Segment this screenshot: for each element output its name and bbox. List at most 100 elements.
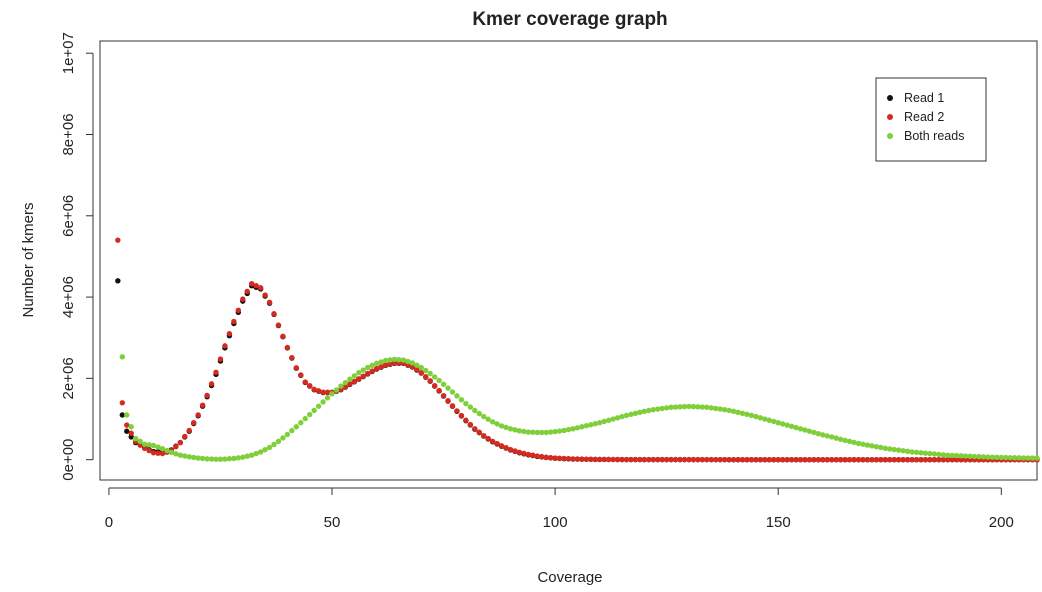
data-point (695, 404, 701, 410)
data-point (748, 456, 755, 463)
data-point (329, 391, 335, 397)
data-point (962, 453, 969, 459)
data-point (521, 450, 527, 457)
data-point (530, 452, 536, 458)
data-point (735, 409, 741, 416)
data-point (351, 373, 358, 379)
data-point (579, 456, 585, 462)
data-point (806, 428, 813, 434)
series-read-2 (115, 237, 1040, 463)
data-point (592, 421, 598, 427)
data-point (476, 410, 482, 417)
data-point (708, 405, 714, 411)
data-point (681, 456, 688, 463)
data-point (958, 453, 964, 459)
data-point (445, 385, 451, 391)
data-point (842, 437, 848, 444)
data-point (610, 456, 616, 463)
data-point (507, 446, 514, 453)
data-point (124, 428, 130, 434)
data-point (208, 456, 215, 462)
data-point (797, 426, 804, 432)
data-point (382, 357, 389, 364)
series-read-1 (115, 278, 1040, 463)
data-point (173, 443, 179, 450)
data-point (556, 428, 563, 434)
data-point (342, 379, 349, 386)
data-point (115, 237, 121, 243)
data-point (806, 456, 813, 463)
y-tick-label: 6e+06 (60, 195, 77, 237)
data-point (775, 456, 781, 463)
data-point (663, 456, 670, 463)
data-point (753, 456, 759, 463)
data-point (244, 453, 250, 459)
data-point (641, 456, 648, 463)
data-point (900, 456, 906, 463)
data-point (516, 428, 523, 434)
data-point (191, 454, 197, 461)
plot-frame (99, 40, 1038, 481)
data-point (204, 456, 210, 462)
data-point (802, 427, 808, 433)
data-point (864, 442, 871, 448)
data-point (735, 456, 741, 463)
data-point (400, 357, 407, 363)
data-point (445, 398, 451, 404)
data-point (588, 456, 594, 462)
data-point (177, 452, 184, 458)
data-point (659, 456, 665, 463)
data-point (913, 449, 920, 456)
data-point (302, 379, 308, 385)
data-point (436, 377, 442, 384)
data-point (601, 456, 607, 463)
data-point (686, 456, 692, 463)
data-point (623, 456, 630, 463)
data-point (1034, 455, 1040, 461)
data-point (271, 441, 277, 448)
data-point (449, 389, 456, 395)
data-point (547, 454, 554, 461)
legend-box (875, 77, 987, 162)
data-point (418, 364, 424, 371)
data-point (293, 424, 300, 430)
data-point (302, 415, 308, 422)
data-point (931, 456, 938, 463)
data-point (498, 423, 505, 429)
legend: Read 1 Read 2 Both reads (875, 77, 987, 162)
data-point (927, 450, 933, 457)
data-point (208, 381, 215, 387)
data-point (182, 453, 188, 459)
data-point (713, 456, 719, 463)
data-point (744, 456, 750, 463)
data-point (253, 283, 259, 289)
data-point (561, 427, 567, 434)
data-point (307, 382, 313, 389)
data-point (565, 426, 572, 433)
data-point (895, 456, 902, 463)
data-point (820, 432, 826, 438)
data-point (213, 456, 219, 462)
data-point (494, 421, 500, 427)
data-point (1011, 455, 1018, 461)
data-point (1029, 455, 1036, 461)
data-point (534, 429, 540, 436)
data-point (141, 441, 148, 447)
data-point (249, 280, 255, 287)
data-point (677, 404, 683, 410)
data-point (516, 449, 523, 456)
data-point (949, 456, 955, 463)
data-point (472, 426, 478, 432)
data-point (347, 381, 353, 387)
data-point (253, 450, 259, 457)
data-point (182, 433, 188, 440)
data-point (900, 448, 906, 454)
data-point (646, 456, 652, 463)
data-point (213, 369, 219, 375)
data-point (895, 447, 902, 453)
data-point (240, 454, 246, 460)
x-tick-label: 50 (324, 514, 341, 531)
data-point (833, 435, 839, 441)
data-point (748, 412, 755, 419)
data-point (793, 456, 799, 463)
